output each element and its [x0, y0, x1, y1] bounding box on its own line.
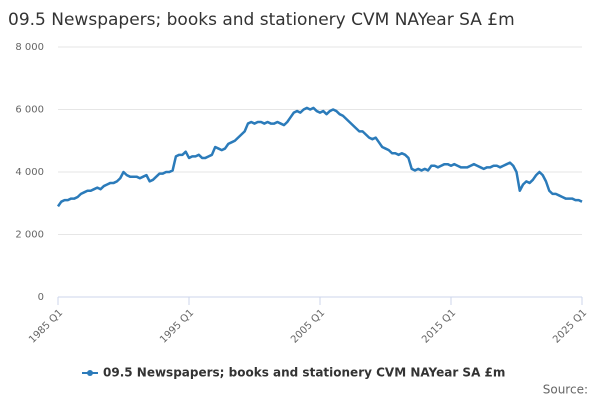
y-tick-label: 8 000	[15, 42, 44, 53]
source: Source:	[543, 383, 588, 397]
y-tick-label: 2 000	[15, 230, 44, 241]
y-tick-label: 4 000	[15, 167, 44, 178]
legend-text: 09.5 Newspapers; books and stationery CV…	[103, 366, 505, 380]
x-tick-label: 1995 Q1	[158, 307, 196, 345]
chart-title: 09.5 Newspapers; books and stationery CV…	[8, 10, 515, 30]
x-tick-label: 1985 Q1	[27, 307, 65, 345]
y-tick-label: 6 000	[15, 105, 44, 116]
legend-marker	[87, 370, 93, 376]
x-tick-label: 2005 Q1	[289, 307, 327, 345]
y-tick-label: 0	[38, 292, 44, 303]
x-tick-label: 2015 Q1	[420, 307, 458, 345]
series-line	[56, 106, 583, 208]
x-tick-label: 2025 Q1	[551, 307, 589, 345]
